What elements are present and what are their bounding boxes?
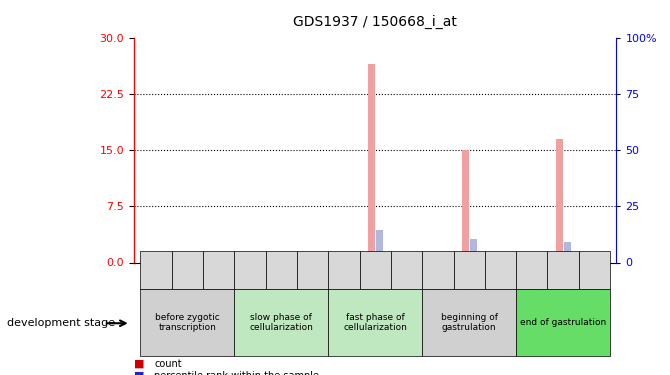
Bar <box>149 260 155 262</box>
Bar <box>595 261 602 262</box>
Bar <box>336 258 344 262</box>
Text: ■: ■ <box>134 371 145 375</box>
Bar <box>430 259 438 262</box>
Bar <box>211 256 218 262</box>
Bar <box>376 230 383 262</box>
Bar <box>180 254 187 262</box>
Text: count: count <box>154 359 182 369</box>
Bar <box>313 261 320 262</box>
Bar <box>470 239 476 262</box>
Text: fast phase of
cellularization: fast phase of cellularization <box>343 313 407 332</box>
Bar <box>501 261 508 262</box>
Bar <box>281 261 289 262</box>
Bar <box>563 242 571 262</box>
Bar <box>555 139 563 262</box>
Bar <box>399 257 406 262</box>
Bar <box>305 257 312 262</box>
Bar <box>503 261 506 262</box>
Bar <box>243 259 249 262</box>
Text: before zygotic
transcription: before zygotic transcription <box>155 313 220 332</box>
Bar <box>188 261 195 262</box>
Text: end of gastrulation: end of gastrulation <box>520 318 606 327</box>
Bar <box>493 258 500 262</box>
Bar <box>532 261 539 262</box>
Bar <box>587 257 594 262</box>
Bar <box>462 150 469 262</box>
Text: slow phase of
cellularization: slow phase of cellularization <box>249 313 313 332</box>
Bar <box>221 261 224 262</box>
Bar <box>368 64 375 262</box>
Bar <box>525 257 531 262</box>
Text: ■: ■ <box>134 359 145 369</box>
Text: percentile rank within the sample: percentile rank within the sample <box>154 371 319 375</box>
Bar <box>219 261 226 262</box>
Bar <box>274 258 281 262</box>
Bar <box>407 261 414 262</box>
Text: GDS1937 / 150668_i_at: GDS1937 / 150668_i_at <box>293 15 457 29</box>
Text: development stage: development stage <box>7 318 115 327</box>
Bar <box>283 261 287 262</box>
Bar <box>344 261 351 262</box>
Text: beginning of
gastrulation: beginning of gastrulation <box>441 313 498 332</box>
